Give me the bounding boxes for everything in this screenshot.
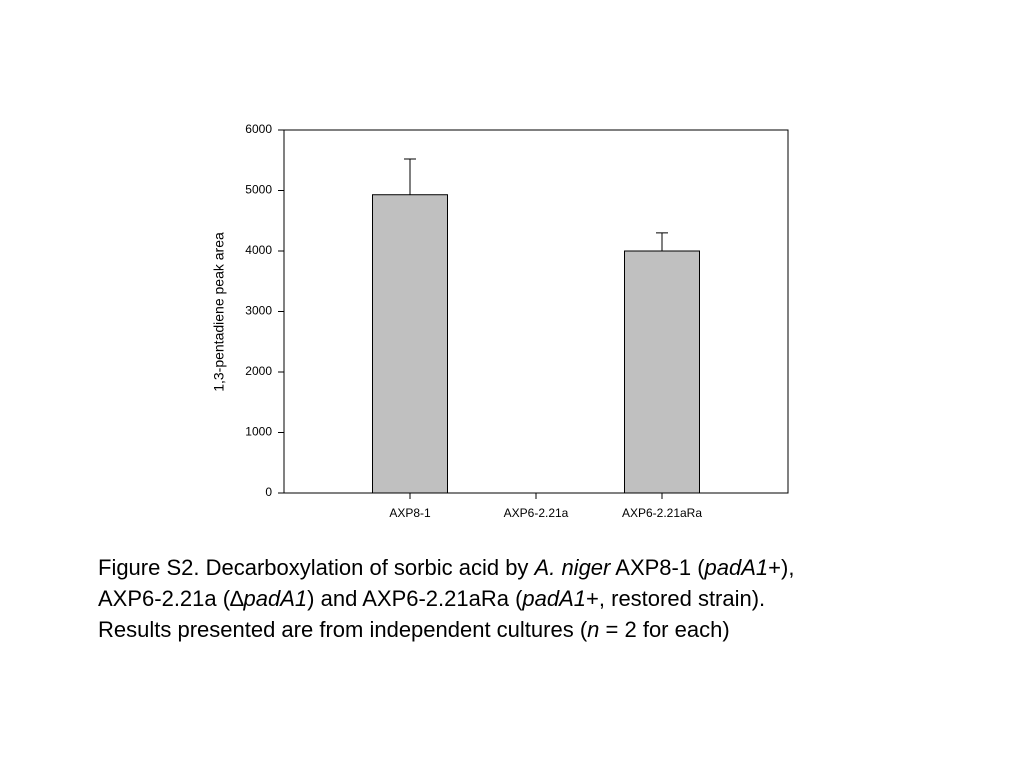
bar [372,194,448,494]
y-tick-label: 3000 [245,304,272,318]
chart: 1,3-pentadiene peak area 0 1000 2000 3000 40… [211,122,789,520]
caption-text: padA1 [522,586,587,611]
y-tick-label: 5000 [245,183,272,197]
error-bar [656,232,668,251]
caption-text: +, restored strain). [586,586,766,611]
caption-line: AXP6-2.21a (∆padA1) and AXP6-2.21aRa (pa… [98,583,794,614]
caption-text: AXP8-1 ( [610,555,705,580]
caption-text: = 2 for each) [599,617,730,642]
y-tick-label: 0 [265,485,272,499]
caption: Figure S2. Decarboxylation of sorbic aci… [98,552,794,645]
error-bar [404,158,416,195]
x-tick-label: AXP6-2.21aRa [622,506,702,520]
x-tick-label: AXP6-2.21a [504,506,569,520]
y-axis-label: 1,3-pentadiene peak area [211,232,227,392]
y-tick-label: 2000 [245,364,272,378]
x-tick-label: AXP8-1 [389,506,431,520]
caption-text: AXP6-2.21a (∆ [98,586,244,611]
caption-text: padA1 [243,586,308,611]
bar [624,250,700,494]
caption-text: Figure S2. Decarboxylation of sorbic aci… [98,555,535,580]
caption-text: A. niger [534,555,611,580]
y-tick-label: 6000 [245,122,272,136]
caption-line: Results presented are from independent c… [98,614,794,645]
caption-line: Figure S2. Decarboxylation of sorbic aci… [98,552,794,583]
caption-text: +), [768,555,795,580]
caption-text: ) and AXP6-2.21aRa ( [307,586,523,611]
caption-text: n [587,617,600,642]
plot-frame [283,129,789,494]
y-tick-label: 1000 [245,425,272,439]
caption-text: padA1 [704,555,769,580]
caption-text: Results presented are from independent c… [98,617,588,642]
y-tick-label: 4000 [245,243,272,257]
